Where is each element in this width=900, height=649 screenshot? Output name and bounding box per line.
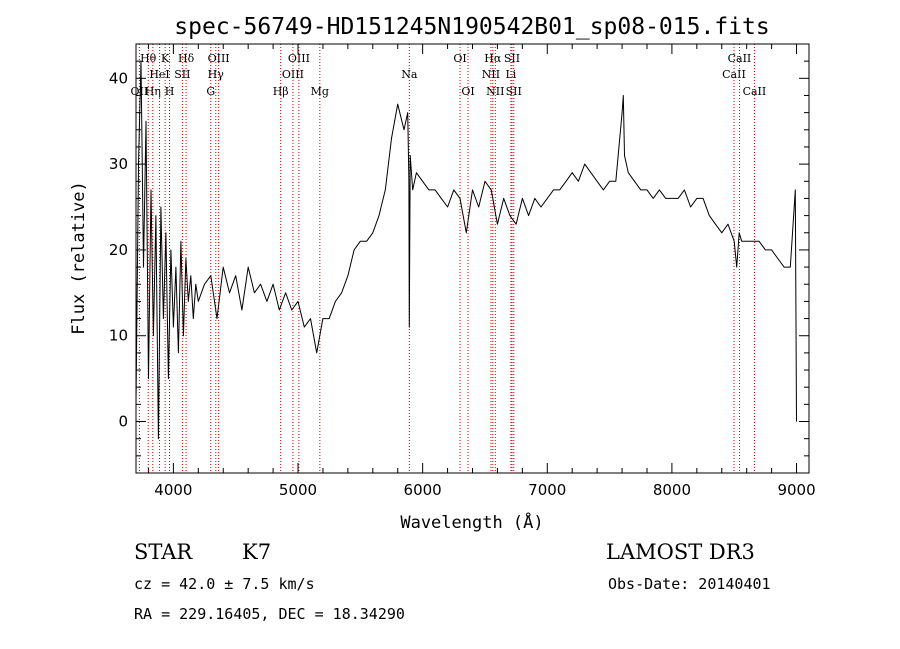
- redshift-cz: cz = 42.0 ± 7.5 km/s: [134, 575, 315, 593]
- x-tick-label: 5000: [279, 481, 317, 499]
- line-marker-label: K: [161, 52, 170, 65]
- chart-title: spec-56749-HD151245N190542B01_sp08-015.f…: [174, 14, 769, 40]
- line-marker-label: G: [206, 85, 215, 98]
- line-marker-label: CaII: [722, 68, 746, 81]
- x-tick-label: 4000: [154, 481, 192, 499]
- spectral-subclass: K7: [242, 540, 272, 564]
- line-marker-label: Hθ: [140, 52, 157, 65]
- line-marker-label: SII: [504, 52, 520, 65]
- y-tick-label: 0: [118, 413, 128, 431]
- y-axis-label: Flux (relative): [69, 181, 89, 335]
- line-marker-label: OIII: [288, 52, 310, 65]
- observation-date: Obs-Date: 20140401: [608, 575, 771, 593]
- line-marker-label: SII: [174, 68, 190, 81]
- line-marker-label: HeI: [149, 68, 169, 81]
- x-tick-label: 7000: [528, 481, 566, 499]
- plot-frame: [135, 43, 810, 474]
- line-marker-label: NII: [486, 85, 504, 98]
- line-marker-label: CaII: [728, 52, 752, 65]
- line-marker-label: Hα: [484, 52, 502, 65]
- survey-name: LAMOST DR3: [606, 540, 755, 564]
- y-tick-label: 30: [109, 155, 128, 173]
- line-marker-label: Li: [505, 68, 516, 81]
- y-tick-label: 10: [109, 327, 128, 345]
- object-class: STAR: [134, 540, 193, 564]
- x-tick-label: 8000: [653, 481, 691, 499]
- line-marker-label: Na: [401, 68, 418, 81]
- axis-ticks: 4000 5000 6000 7000 8000 9000 0 10 20 30 40: [109, 43, 816, 499]
- line-marker-label: Mg: [311, 85, 329, 98]
- line-markers: OII Hθ Hη HeI K H SII Hδ G Hγ OIII Hβ OIII OIII Mg Na OI…: [131, 44, 767, 473]
- line-marker-label: Hβ: [273, 85, 289, 98]
- spectrum-series: [135, 60, 797, 440]
- line-marker-label: CaII: [743, 85, 767, 98]
- coordinates: RA = 229.16405, DEC = 18.34290: [134, 605, 405, 623]
- line-marker-label: SII: [506, 85, 522, 98]
- line-marker-label: OI: [461, 85, 474, 98]
- line-marker-label: H: [165, 85, 175, 98]
- x-tick-label: 6000: [404, 481, 442, 499]
- line-marker-label: OII: [131, 85, 149, 98]
- x-axis-label: Wavelength (Å): [400, 511, 543, 533]
- line-marker-label: Hδ: [178, 52, 195, 65]
- line-marker-label: NII: [482, 68, 500, 81]
- line-marker-label: OIII: [282, 68, 304, 81]
- line-marker-label: Hγ: [208, 68, 225, 81]
- line-marker-label: Hη: [145, 85, 161, 98]
- spectrum-line: [135, 60, 797, 440]
- line-marker-label: OI: [453, 52, 466, 65]
- x-tick-label: 9000: [777, 481, 815, 499]
- line-marker-label: OIII: [208, 52, 230, 65]
- y-tick-label: 20: [109, 241, 128, 259]
- y-tick-label: 40: [109, 69, 128, 87]
